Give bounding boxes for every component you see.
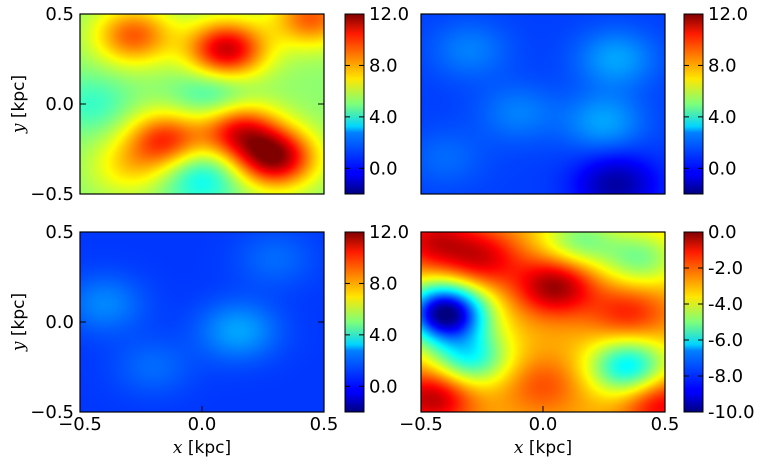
y-tick-label: 0.5 <box>45 4 74 25</box>
colorbar-tick-label: -6.0 <box>708 330 743 351</box>
colorbar-ticks: 12.0 8.0 4.0 0.0 <box>684 4 748 179</box>
colorbar-tick-label: 0.0 <box>369 158 398 179</box>
panel-top-right: 12.0 8.0 4.0 0.0 <box>420 4 748 195</box>
y-axis-label: y [kpc] <box>9 293 29 352</box>
x-ticks: −0.5 0.0 0.5 <box>58 406 338 435</box>
colorbar-ticks: 12.0 8.0 4.0 0.0 <box>345 4 409 179</box>
colorbar-tick-label: -2.0 <box>708 258 743 279</box>
colorbar-tick-label: 8.0 <box>369 55 398 76</box>
y-axis-label: y [kpc] <box>9 75 29 134</box>
colorbar-tick-label: 12.0 <box>369 222 409 243</box>
y-tick-label: 0.5 <box>45 222 74 243</box>
y-ticks: 0.5 0.0 −0.5 <box>30 222 324 423</box>
colorbar-tick-label: 4.0 <box>369 325 398 346</box>
colorbar <box>344 13 365 195</box>
y-tick-label: 0.0 <box>45 94 74 115</box>
colorbar-tick-label: 4.0 <box>708 107 737 128</box>
colorbar <box>344 231 365 413</box>
plot-frame <box>420 13 666 195</box>
y-tick-label: −0.5 <box>30 184 74 205</box>
x-axis-label: x [kpc] <box>514 438 572 458</box>
colorbar-tick-label: 0.0 <box>708 222 737 243</box>
y-tick-label: −0.5 <box>30 402 74 423</box>
x-tick-label: 0.5 <box>310 414 339 435</box>
heatmap-image <box>421 14 665 194</box>
colorbar-tick-label: -8.0 <box>708 366 743 387</box>
heatmap-image <box>80 14 324 194</box>
colorbar-tick-label: 12.0 <box>708 4 748 25</box>
y-tick-label: 0.0 <box>45 312 74 333</box>
x-ticks: −0.5 0.0 0.5 <box>399 406 679 435</box>
x-axis-label: x [kpc] <box>173 438 231 458</box>
colorbar-tick-label: 8.0 <box>708 55 737 76</box>
colorbar-tick-label: 4.0 <box>369 107 398 128</box>
colorbar <box>683 13 704 195</box>
colorbar-tick-label: -10.0 <box>708 402 755 423</box>
x-tick-label: 0.5 <box>651 414 680 435</box>
x-tick-label: 0.0 <box>188 414 217 435</box>
colorbar-tick-label: 12.0 <box>369 4 409 25</box>
panel-bottom-right: −0.5 0.0 0.5 x [kpc] 0.0 -2.0 -4.0 -6.0 -8.0 -1… <box>399 222 754 458</box>
colorbar-ticks: 0.0 -2.0 -4.0 -6.0 -8.0 -10.0 <box>684 222 755 423</box>
heatmap-image <box>421 232 665 412</box>
colorbar-tick-label: 0.0 <box>708 158 737 179</box>
colorbar-tick-label: 0.0 <box>369 376 398 397</box>
x-tick-label: −0.5 <box>399 414 443 435</box>
panel-bottom-left: 0.5 0.0 −0.5 −0.5 0.0 0.5 y [kpc] x [kpc] 12… <box>9 222 409 458</box>
colorbar-tick-label: 8.0 <box>369 273 398 294</box>
panel-top-left: 0.5 0.0 −0.5 y [kpc] 12.0 8.0 4.0 0.0 <box>9 4 409 205</box>
colorbar-tick-label: -4.0 <box>708 294 743 315</box>
y-ticks: 0.5 0.0 −0.5 <box>30 4 324 205</box>
heatmap-image <box>80 232 324 412</box>
colorbar <box>683 231 704 413</box>
x-tick-label: −0.5 <box>58 414 102 435</box>
x-tick-label: 0.0 <box>529 414 558 435</box>
colorbar-ticks: 12.0 8.0 4.0 0.0 <box>345 222 409 397</box>
